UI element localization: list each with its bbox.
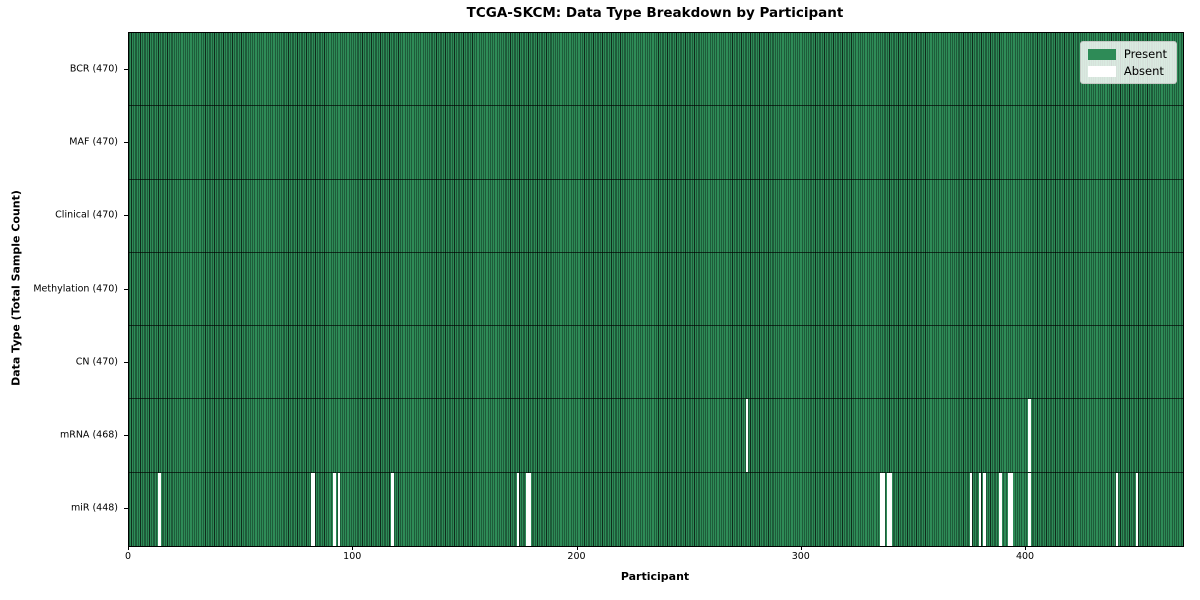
- x-tick-mark: [128, 546, 129, 550]
- heatmap-row-maf: [129, 106, 1183, 180]
- absent-stripe: [1028, 399, 1031, 472]
- legend-item-absent: Absent: [1087, 64, 1167, 78]
- absent-stripe: [158, 472, 161, 546]
- heatmap-row-mrna: [129, 399, 1183, 473]
- absent-stripe: [528, 472, 531, 546]
- absent-stripe: [886, 472, 890, 546]
- y-tick-label: MAF (470): [69, 136, 118, 148]
- legend-label-absent: Absent: [1123, 64, 1164, 78]
- absent-stripe: [983, 472, 986, 546]
- heatmap-row-methylation: [129, 252, 1183, 327]
- y-tick-label: Clinical (470): [55, 209, 118, 221]
- y-tick-mark: [124, 288, 128, 290]
- legend: Present Absent: [1079, 41, 1177, 84]
- x-tick-mark: [352, 546, 354, 550]
- heatmap-row-clinical: [129, 179, 1183, 253]
- absent-stripe: [312, 472, 316, 546]
- legend-item-present: Present: [1087, 47, 1167, 61]
- absent-stripe: [333, 472, 336, 546]
- y-tick-label: mRNA (468): [59, 429, 118, 441]
- absent-stripe: [310, 472, 314, 546]
- absent-stripe: [882, 472, 886, 546]
- absent-stripe: [1010, 472, 1013, 546]
- absent-stripe: [391, 472, 394, 546]
- absent-stripe: [337, 472, 341, 546]
- absent-stripe: [969, 472, 973, 546]
- absent-stripe: [880, 472, 883, 546]
- absent-stripe: [516, 472, 520, 546]
- y-tick-label: BCR (470): [69, 63, 118, 75]
- absent-stripe: [1008, 472, 1011, 546]
- y-tick-mark: [124, 435, 128, 437]
- absent-stripe: [978, 472, 982, 546]
- absent-stripe: [999, 472, 1002, 546]
- y-tick-mark: [124, 68, 128, 70]
- x-tick-label: 0: [124, 551, 132, 562]
- heatmap-row-mir: [129, 472, 1183, 546]
- x-axis-label: Participant: [620, 570, 690, 583]
- heatmap-row-bcr: [129, 33, 1183, 107]
- absent-stripe: [889, 472, 892, 546]
- x-tick-label: 100: [343, 551, 362, 562]
- absent-stripe: [525, 472, 529, 546]
- y-tick-mark: [124, 141, 128, 143]
- y-tick-mark: [124, 508, 128, 510]
- heatmap-row-cn: [129, 326, 1183, 400]
- x-tick-label: 400: [1015, 551, 1035, 562]
- absent-stripe: [745, 399, 749, 472]
- x-tick-mark: [1025, 546, 1027, 550]
- x-tick-mark: [576, 546, 578, 550]
- x-tick-mark: [800, 546, 802, 550]
- legend-label-present: Present: [1123, 47, 1167, 61]
- legend-swatch-present-icon: [1087, 48, 1116, 60]
- chart-title: TCGA-SKCM: Data Type Breakdown by Partic…: [466, 5, 844, 21]
- plot-area: Present Absent: [128, 32, 1184, 547]
- y-tick-label: miR (448): [70, 502, 118, 514]
- absent-stripe: [1028, 472, 1031, 546]
- absent-stripe: [1115, 472, 1119, 546]
- absent-stripe: [1135, 472, 1139, 546]
- x-tick-label: 200: [567, 551, 586, 562]
- x-tick-label: 300: [791, 551, 810, 562]
- y-tick-mark: [124, 215, 128, 217]
- y-tick-label: Methylation (470): [33, 283, 118, 294]
- legend-swatch-absent-icon: [1087, 65, 1116, 77]
- y-tick-mark: [124, 361, 128, 363]
- y-tick-label: CN (470): [75, 356, 118, 368]
